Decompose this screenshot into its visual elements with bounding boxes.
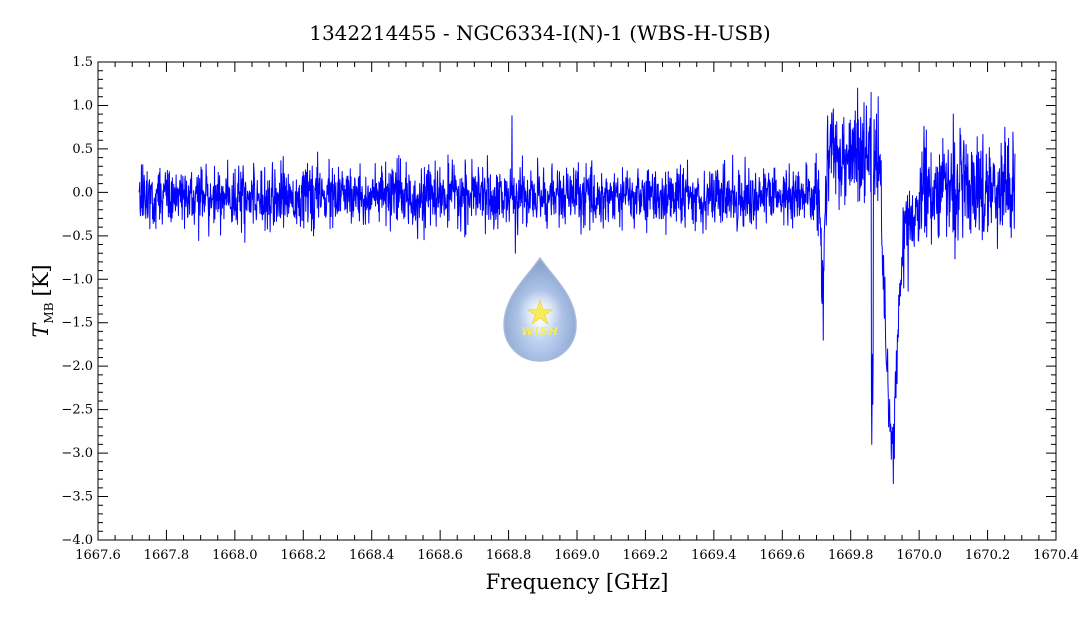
y-tick-label: −1.0 (61, 272, 93, 287)
x-tick-label: 1667.6 (75, 548, 121, 563)
x-tick-label: 1668.8 (486, 548, 532, 563)
y-tick-label: −3.5 (61, 490, 93, 505)
x-tick-label: 1669.0 (554, 548, 600, 563)
spectrum-series-line (138, 87, 1016, 485)
chart-title: 1342214455 - NGC6334-I(N)-1 (WBS-H-USB) (309, 21, 771, 45)
x-tick-label: 1670.4 (1033, 548, 1079, 563)
watermark-logo: WISH (503, 256, 577, 362)
y-tick-label: −1.5 (61, 316, 93, 331)
y-tick-label: 0.5 (72, 142, 93, 157)
x-tick-label: 1669.8 (828, 548, 874, 563)
x-tick-label: 1669.6 (760, 548, 806, 563)
y-tick-label: −0.5 (61, 229, 93, 244)
y-axis-ticks: 1.5 1.0 0.5 0.0 −0.5 −1.0 −1.5 −2.0 −2.5 −3.0 −3.5… (61, 55, 1056, 548)
x-axis-title: Frequency [GHz] (486, 570, 669, 594)
x-tick-label: 1669.4 (691, 548, 737, 563)
y-axis-title: TMB [K] (29, 264, 56, 337)
y-axis-subscript: MB (42, 302, 56, 323)
x-tick-label: 1667.8 (144, 548, 190, 563)
y-axis-symbol: T (29, 322, 53, 338)
x-tick-label: 1670.2 (965, 548, 1011, 563)
y-tick-label: −4.0 (61, 533, 93, 548)
y-tick-label: 1.0 (72, 98, 93, 113)
x-tick-label: 1669.2 (623, 548, 669, 563)
x-axis-ticks: 1667.6 1667.8 1668.0 1668.2 1668.4 1668.6 1668… (75, 62, 1079, 563)
y-tick-label: 1.5 (72, 55, 93, 70)
x-tick-label: 1670.0 (896, 548, 942, 563)
y-axis-unit: [K] (29, 264, 53, 296)
y-tick-label: −2.5 (61, 403, 93, 418)
watermark-logo-text: WISH (521, 325, 558, 338)
x-tick-label: 1668.2 (281, 548, 327, 563)
plot-frame (97, 61, 1057, 541)
x-tick-label: 1668.4 (349, 548, 395, 563)
y-tick-label: 0.0 (72, 185, 93, 200)
star-icon (527, 299, 553, 325)
y-tick-label: −3.0 (61, 446, 93, 461)
x-tick-label: 1668.0 (212, 548, 258, 563)
y-tick-label: −2.0 (61, 359, 93, 374)
x-tick-label: 1668.6 (417, 548, 463, 563)
